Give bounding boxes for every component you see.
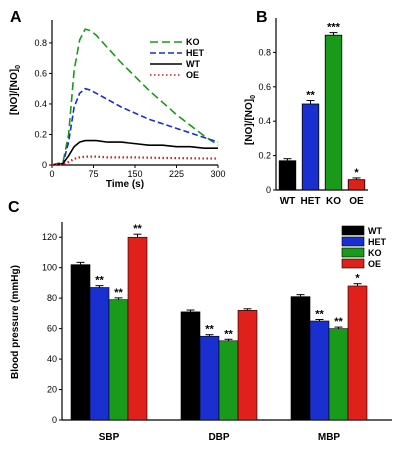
chart-c-significance-sbp-ko: **: [114, 287, 123, 299]
chart-c-category-label-dbp: DBP: [208, 432, 229, 443]
chart-a-ylabel-main: [NO]/[NO]: [9, 69, 20, 115]
chart-c-ytick-label: 60: [47, 324, 57, 334]
chart-b-bar-ko: [324, 34, 343, 191]
chart-c: Blood pressure (mmHg) 020406080100120***…: [10, 222, 392, 443]
chart-c-ytick-label: 120: [42, 232, 57, 242]
chart-b-ytick-label: 0.4: [258, 116, 271, 126]
chart-a-legend-label-het: HET: [186, 48, 205, 58]
chart-a-series-oe-line: [51, 155, 219, 167]
chart-c-significance-sbp-oe: **: [133, 223, 142, 235]
chart-a: Time (s) [NO]/[NO]0 00.20.40.60.80 75 150 2…: [9, 20, 226, 190]
chart-b-ytick-label: 0.6: [258, 82, 271, 92]
chart-c-ytick-label: 40: [47, 354, 57, 364]
chart-c-ytick-label: 80: [47, 293, 57, 303]
chart-a-legend-label-ko: KO: [186, 37, 200, 47]
chart-b-bar-oe: [347, 179, 366, 191]
chart-c-bar-dbp-ko: [218, 340, 239, 421]
chart-b-bar-het: [301, 103, 320, 191]
chart-c-bar-sbp-oe: [127, 236, 148, 421]
chart-c-ytick-label: 100: [42, 263, 57, 273]
chart-c-legend-label-ko: KO: [368, 248, 382, 258]
chart-b-ylabel-main: [NO]/[NO]: [244, 99, 255, 145]
chart-a-series-wt-line: [51, 139, 218, 166]
chart-a-series-het-line: [51, 87, 219, 166]
chart-c-significance-mbp-ko: **: [334, 316, 343, 328]
chart-c-ytick-label: 20: [47, 385, 57, 395]
chart-a-xtick-label: 225: [169, 169, 184, 179]
chart-a-xlabel: Time (s): [106, 179, 144, 190]
chart-b-category-label-ko: KO: [326, 196, 341, 207]
chart-a-legend-label-oe: OE: [186, 70, 199, 80]
chart-b-ytick-label: 0.8: [258, 47, 271, 57]
chart-a-ytick-label: 0.2: [34, 129, 47, 139]
chart-c-significance-sbp-het: **: [95, 275, 104, 287]
chart-c-bar-dbp-wt: [180, 311, 201, 421]
chart-a-legend-label-wt: WT: [186, 59, 200, 69]
chart-c-bar-dbp-oe: [237, 310, 258, 421]
chart-c-bar-sbp-ko: [108, 299, 129, 421]
chart-a-series-ko-line: [51, 28, 219, 166]
chart-c-significance-mbp-oe: *: [355, 273, 360, 285]
panel-label-a: A: [10, 9, 22, 26]
chart-b-category-label-wt: WT: [280, 196, 296, 207]
chart-b-ytick-label: 0.2: [258, 151, 271, 161]
chart-a-ylabel: [NO]/[NO]0: [9, 65, 22, 115]
chart-c-legend-swatch-ko: [341, 247, 365, 258]
chart-c-legend-label-wt: WT: [368, 226, 382, 236]
chart-c-bar-dbp-het: [199, 335, 220, 421]
chart-a-xtick-label: 0: [49, 169, 54, 179]
chart-c-bar-mbp-het: [309, 320, 330, 421]
chart-b-ytick-label: 0: [266, 185, 271, 195]
chart-a-ytick-label: 0.4: [34, 99, 47, 109]
chart-b-significance-het: **: [306, 90, 315, 102]
chart-b-significance-ko: ***: [327, 22, 341, 34]
chart-a-xtick-label: 150: [127, 169, 142, 179]
chart-c-significance-mbp-het: **: [315, 308, 324, 320]
chart-b-category-label-het: HET: [301, 196, 321, 207]
chart-c-bar-mbp-ko: [328, 328, 349, 421]
chart-c-ytick-label: 0: [52, 415, 57, 425]
chart-c-legend-swatch-het: [341, 236, 365, 247]
chart-a-xtick-label: 75: [88, 169, 98, 179]
chart-b-ylabel-sub: 0: [250, 95, 257, 99]
chart-c-legend-label-het: HET: [368, 237, 387, 247]
chart-c-category-label-mbp: MBP: [318, 432, 341, 443]
chart-b-bar-wt: [278, 160, 297, 191]
chart-a-ytick-label: 0.8: [34, 38, 47, 48]
chart-c-legend-label-oe: OE: [368, 259, 381, 269]
chart-a-ytick-label: 0.6: [34, 68, 47, 78]
chart-c-bar-mbp-wt: [290, 296, 311, 421]
panel-label-c: C: [8, 199, 20, 216]
chart-c-significance-dbp-het: **: [205, 324, 214, 336]
chart-b-category-label-oe: OE: [349, 196, 364, 207]
chart-c-bar-sbp-wt: [70, 264, 91, 421]
chart-c-legend-swatch-oe: [341, 258, 365, 269]
chart-c-legend-swatch-wt: [341, 225, 365, 236]
chart-b-significance-oe: *: [354, 167, 359, 179]
panel-label-b: B: [256, 9, 268, 26]
chart-a-ylabel-sub: 0: [15, 65, 22, 69]
chart-a-ytick-label: 0: [42, 160, 47, 170]
chart-c-bar-sbp-het: [89, 287, 110, 421]
chart-a-xtick-label: 300: [210, 169, 225, 179]
chart-c-category-label-sbp: SBP: [99, 432, 120, 443]
chart-c-ylabel: Blood pressure (mmHg): [10, 265, 21, 379]
chart-c-significance-dbp-ko: **: [224, 328, 233, 340]
chart-b-ylabel: [NO]/[NO]0: [244, 95, 257, 145]
chart-b: [NO]/[NO]0 00.20.40.60.8WT**HET***KO*OE: [244, 18, 368, 207]
chart-c-bar-mbp-oe: [347, 285, 368, 421]
